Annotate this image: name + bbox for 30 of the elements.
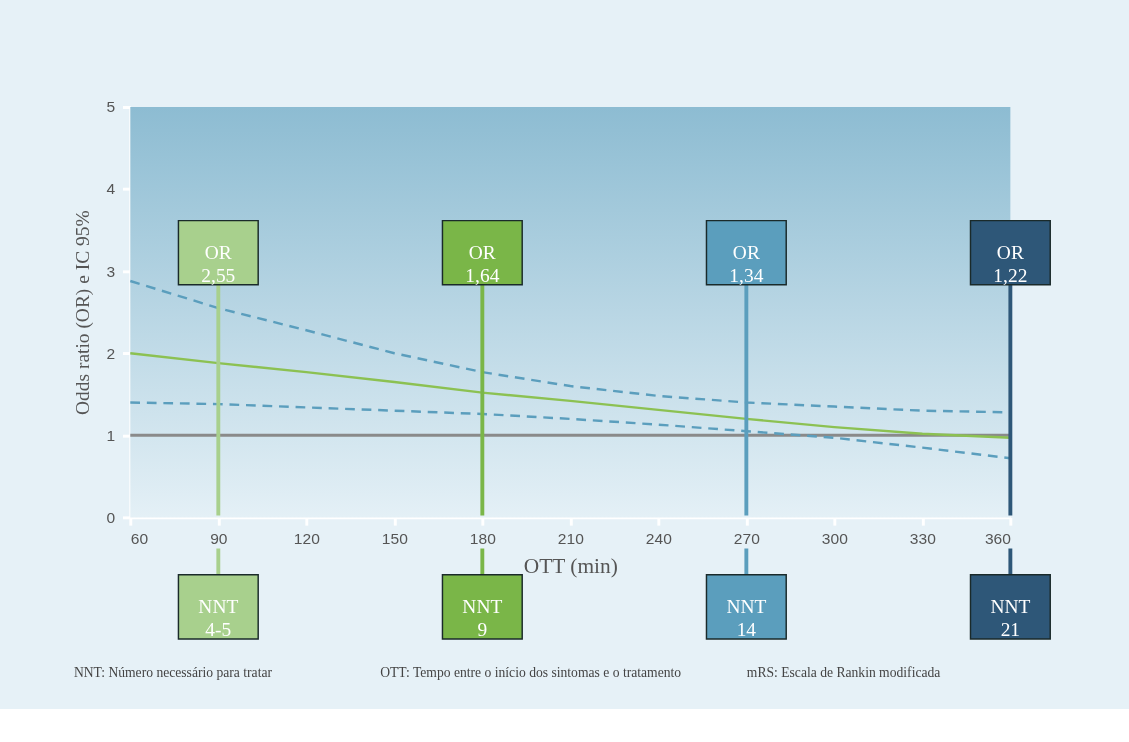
y-tick-label: 4 bbox=[106, 180, 116, 198]
y-axis-title: Odds ratio (OR) e IC 95% bbox=[72, 210, 95, 415]
x-tick-label: 60 bbox=[130, 530, 149, 548]
text: NNT 4-5 bbox=[198, 595, 239, 641]
x-axis-title: OTT (min) bbox=[523, 554, 618, 579]
x-tick-label: 180 bbox=[469, 530, 497, 548]
y-tick-label: 0 bbox=[106, 508, 116, 526]
x-tick-label: 360 bbox=[984, 530, 1012, 548]
ref-line-label: OR 1,64 bbox=[465, 241, 500, 286]
x-tick-label: 270 bbox=[733, 530, 761, 548]
y-tick-label: 2 bbox=[106, 344, 116, 362]
x-tick-label: 90 bbox=[210, 530, 228, 548]
x-tick-label: 330 bbox=[909, 530, 937, 548]
ref-line-label: OR 1,34 bbox=[729, 241, 764, 286]
x-tick-label: 300 bbox=[821, 530, 849, 548]
text: OTT: Tempo entre o início dos sintomas e o tratamento bbox=[380, 664, 682, 680]
text: mRS: Escala de Rankin modificada bbox=[746, 664, 941, 680]
text: NNT 21 bbox=[990, 595, 1031, 641]
ref-line-label: OR 1,22 bbox=[993, 241, 1028, 286]
y-tick-label: 3 bbox=[106, 262, 116, 280]
text: NNT 14 bbox=[726, 595, 767, 641]
y-tick-label: 5 bbox=[106, 98, 116, 116]
x-tick-label: 240 bbox=[645, 530, 673, 548]
text: NNT: Número necessário para tratar bbox=[73, 664, 273, 680]
x-tick-label: 210 bbox=[557, 530, 585, 548]
x-tick-label: 120 bbox=[293, 530, 321, 548]
y-tick-label: 1 bbox=[106, 426, 116, 444]
text: NNT 9 bbox=[462, 595, 503, 641]
ref-line-label: OR 2,55 bbox=[201, 241, 236, 286]
x-tick-label: 150 bbox=[381, 530, 409, 548]
